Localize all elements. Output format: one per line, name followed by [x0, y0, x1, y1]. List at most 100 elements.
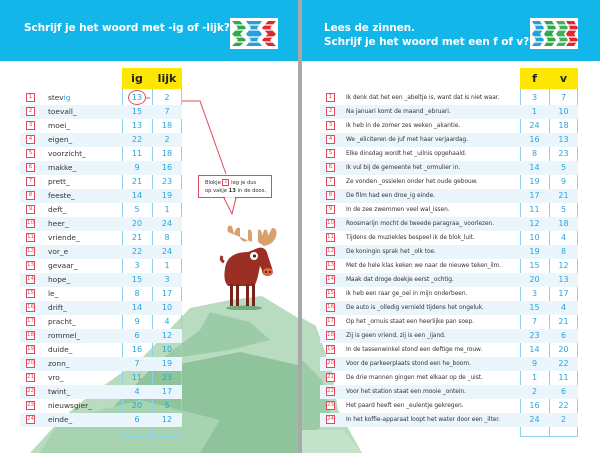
row-number: 10	[26, 219, 35, 228]
column-frame-lijk	[152, 89, 182, 437]
sentence: In de zee zwemmen veel wal_issen.	[346, 207, 450, 213]
lijk-value: 12	[161, 415, 173, 424]
lijk-value: 17	[161, 387, 173, 396]
row-number: 23	[26, 401, 35, 410]
word: feeste_	[48, 191, 75, 200]
row-number: 20	[326, 359, 335, 368]
word: makke_	[48, 163, 77, 172]
v-value: 4	[560, 233, 567, 242]
v-value: 11	[558, 373, 569, 382]
row-number: 7	[26, 177, 35, 186]
word: moei_	[48, 121, 71, 130]
row-number: 10	[326, 219, 335, 228]
sentence: Roosmarijn mocht de tweede paragraa_ voo…	[346, 221, 495, 227]
left-page-title: Schrijf je het woord met -ig of -lijk?	[24, 22, 230, 34]
row-number: 2	[26, 107, 35, 116]
v-value: 4	[560, 303, 567, 312]
row-number: 11	[26, 233, 35, 242]
sentence: In de tassenwinkel stond een deftige me_…	[346, 347, 483, 353]
row-number: 12	[26, 247, 35, 256]
right-header: Lees de zinnen. Schrijf je het woord met…	[302, 0, 600, 61]
f-value: 3	[531, 93, 538, 102]
row-number: 19	[26, 345, 35, 354]
v-value: 2	[560, 415, 567, 424]
row-number: 1	[26, 93, 35, 102]
callout-bubble: Blokje 1 leg je dus op vakje 13 in de do…	[198, 175, 272, 198]
sentence: We _eliciteren de juf met haar verjaarda…	[346, 137, 469, 143]
sentence: De film had een droe_ig einde.	[346, 193, 435, 199]
right-page-title: Lees de zinnen. Schrijf je het woord met…	[324, 21, 529, 49]
v-value: 8	[560, 247, 567, 256]
row-number: 19	[326, 345, 335, 354]
lijk-value: 2	[164, 135, 170, 144]
f-value: 1	[531, 373, 538, 382]
ig-value: 13	[131, 121, 143, 130]
row-number: 4	[326, 135, 335, 144]
row-number: 9	[326, 205, 335, 214]
left-header: Schrijf je het woord met -ig of -lijk?	[0, 0, 298, 61]
moose-illustration	[219, 225, 277, 310]
block-number-badge: 1	[222, 179, 230, 186]
ig-value: 7	[134, 359, 140, 368]
page-gutter	[298, 0, 302, 453]
v-value: 20	[558, 345, 569, 354]
word: vriende_	[48, 233, 80, 242]
sentence: Ik heb in de zomer zes weken _akantie.	[346, 123, 461, 129]
row-number: 3	[326, 121, 335, 130]
f-value: 20	[529, 275, 540, 284]
f-value: 14	[529, 345, 540, 354]
v-value: 13	[558, 275, 569, 284]
ig-value: 21	[131, 233, 143, 242]
ig-value: 15	[131, 107, 143, 116]
row-number: 1	[326, 93, 335, 102]
lijk-value: 8	[164, 233, 170, 242]
row-number: 13	[26, 261, 35, 270]
column-header-ig: ig	[122, 68, 152, 89]
sentence: Ze vonden _ossielen onder het oude gebou…	[346, 179, 478, 185]
sentence: Voor de parkeerplaats stond een he_boom.	[346, 361, 471, 367]
row-number: 7	[326, 177, 335, 186]
row-number: 2	[326, 107, 335, 116]
v-value: 9	[560, 177, 567, 186]
ig-value: 20	[131, 401, 143, 410]
word: twint_	[48, 387, 71, 396]
v-value: 22	[558, 401, 569, 410]
ig-value: 20	[131, 219, 143, 228]
row-number: 17	[26, 317, 35, 326]
lijk-value: 24	[161, 247, 173, 256]
row-number: 8	[26, 191, 35, 200]
ig-value: 11	[131, 373, 143, 382]
row-number: 13	[326, 261, 335, 270]
word: nieuwsgier_	[48, 401, 92, 410]
row-number: 8	[326, 191, 335, 200]
word: pracht_	[48, 317, 76, 326]
v-value: 21	[558, 191, 569, 200]
f-value: 10	[529, 233, 540, 242]
word: gevaar_	[48, 261, 78, 270]
lijk-value: 18	[161, 121, 173, 130]
row-number: 6	[26, 163, 35, 172]
answer-circle	[128, 90, 146, 105]
row-number: 16	[326, 303, 335, 312]
column-header-v: v	[549, 68, 578, 89]
ig-value: 4	[134, 387, 140, 396]
word: rommel_	[48, 331, 81, 340]
row-number: 9	[26, 205, 35, 214]
column-header-f: f	[520, 68, 549, 89]
row-number: 5	[26, 149, 35, 158]
sentence: De drie mannen gingen met elkaar op de _…	[346, 375, 483, 381]
title-line-1: Lees de zinnen.	[324, 22, 415, 34]
column-header-lijk: lijk	[152, 68, 182, 89]
f-value: 3	[531, 289, 538, 298]
f-value: 1	[531, 107, 538, 116]
lijk-value: 19	[161, 191, 173, 200]
lijk-value: 16	[161, 163, 173, 172]
lijk-value: 3	[164, 275, 170, 284]
word: vor_e	[48, 247, 69, 256]
ig-value: 22	[131, 135, 143, 144]
f-value: 8	[531, 149, 538, 158]
f-value: 7	[531, 317, 538, 326]
sentence: Zij is geen vriend, zij is een _ijand.	[346, 333, 446, 339]
right-page: Lees de zinnen. Schrijf je het woord met…	[302, 0, 600, 453]
